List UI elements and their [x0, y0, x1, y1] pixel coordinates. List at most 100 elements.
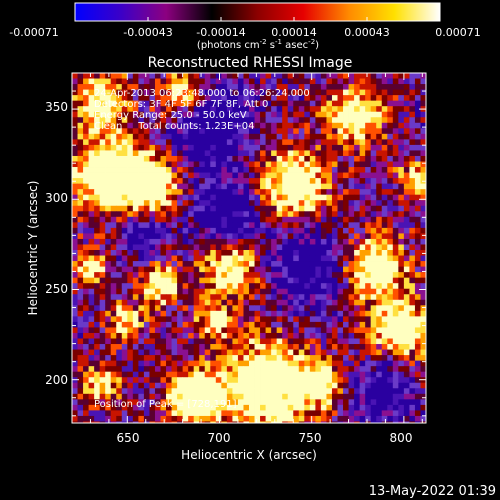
- image-pixel: [77, 272, 84, 279]
- image-pixel: [243, 155, 250, 162]
- image-pixel: [315, 421, 322, 423]
- image-pixel: [315, 106, 322, 113]
- image-pixel: [276, 399, 283, 406]
- image-pixel: [359, 299, 366, 306]
- image-pixel: [326, 382, 333, 389]
- image-pixel: [237, 332, 244, 339]
- image-pixel: [160, 338, 167, 345]
- image-pixel: [265, 250, 272, 256]
- image-pixel: [99, 283, 106, 290]
- image-pixel: [304, 222, 311, 229]
- image-pixel: [77, 222, 84, 229]
- image-pixel: [138, 266, 145, 273]
- image-pixel: [99, 155, 106, 162]
- image-pixel: [392, 272, 399, 279]
- image-pixel: [171, 84, 178, 90]
- image-pixel: [215, 360, 222, 367]
- image-pixel: [265, 150, 272, 157]
- image-pixel: [276, 150, 283, 157]
- image-pixel: [132, 316, 139, 323]
- image-pixel: [177, 393, 184, 400]
- image-pixel: [232, 178, 239, 185]
- image-pixel: [392, 211, 399, 218]
- image-pixel: [387, 200, 394, 207]
- image-pixel: [309, 78, 316, 85]
- image-pixel: [237, 360, 244, 367]
- image-pixel: [204, 161, 211, 168]
- image-pixel: [337, 89, 344, 96]
- image-pixel: [193, 316, 200, 323]
- image-pixel: [403, 266, 410, 273]
- image-pixel: [381, 189, 388, 196]
- image-pixel: [154, 332, 161, 339]
- image-pixel: [143, 382, 150, 389]
- image-pixel: [116, 277, 123, 284]
- image-pixel: [293, 294, 300, 301]
- image-pixel: [83, 205, 89, 212]
- image-pixel: [348, 316, 355, 323]
- image-pixel: [265, 100, 272, 107]
- image-pixel: [354, 327, 361, 334]
- image-pixel: [116, 194, 123, 201]
- image-pixel: [127, 133, 134, 140]
- image-pixel: [376, 200, 383, 207]
- image-pixel: [309, 117, 316, 124]
- image-pixel: [315, 244, 322, 251]
- image-pixel: [354, 178, 361, 185]
- image-pixel: [83, 172, 89, 179]
- image-pixel: [127, 415, 134, 422]
- image-pixel: [88, 316, 95, 323]
- image-pixel: [348, 128, 355, 135]
- image-pixel: [160, 222, 167, 229]
- image-pixel: [287, 178, 294, 185]
- image-pixel: [320, 178, 327, 185]
- image-pixel: [392, 100, 399, 107]
- image-pixel: [116, 161, 123, 168]
- image-pixel: [376, 360, 383, 367]
- image-pixel: [72, 338, 78, 345]
- image-pixel: [138, 277, 145, 284]
- image-pixel: [320, 244, 327, 251]
- image-pixel: [83, 327, 89, 334]
- image-pixel: [110, 133, 117, 140]
- image-pixel: [249, 78, 255, 85]
- image-pixel: [276, 272, 283, 279]
- image-pixel: [282, 122, 289, 129]
- image-pixel: [99, 238, 106, 245]
- image-pixel: [359, 366, 366, 373]
- image-pixel: [387, 338, 394, 345]
- image-pixel: [387, 310, 394, 317]
- image-pixel: [99, 261, 106, 267]
- image-pixel: [226, 233, 233, 240]
- image-pixel: [199, 133, 206, 140]
- image-pixel: [188, 388, 195, 395]
- image-pixel: [110, 117, 117, 124]
- image-pixel: [354, 144, 361, 151]
- image-pixel: [414, 321, 421, 328]
- image-pixel: [265, 233, 272, 240]
- image-pixel: [232, 266, 239, 273]
- image-pixel: [199, 261, 206, 267]
- image-pixel: [121, 316, 128, 323]
- image-pixel: [293, 299, 300, 306]
- image-pixel: [376, 183, 383, 190]
- image-pixel: [243, 261, 250, 267]
- image-pixel: [381, 89, 388, 96]
- image-pixel: [204, 294, 211, 301]
- image-pixel: [354, 139, 361, 146]
- image-pixel: [387, 222, 394, 229]
- image-pixel: [171, 404, 178, 411]
- image-pixel: [304, 205, 311, 212]
- image-pixel: [121, 205, 128, 212]
- image-pixel: [110, 111, 117, 118]
- image-pixel: [370, 344, 377, 350]
- image-pixel: [204, 272, 211, 279]
- image-pixel: [88, 305, 95, 312]
- image-pixel: [409, 305, 416, 312]
- image-pixel: [99, 84, 106, 90]
- image-pixel: [182, 172, 189, 179]
- image-pixel: [177, 139, 184, 146]
- image-pixel: [293, 189, 300, 196]
- image-pixel: [199, 128, 206, 135]
- image-pixel: [204, 89, 211, 96]
